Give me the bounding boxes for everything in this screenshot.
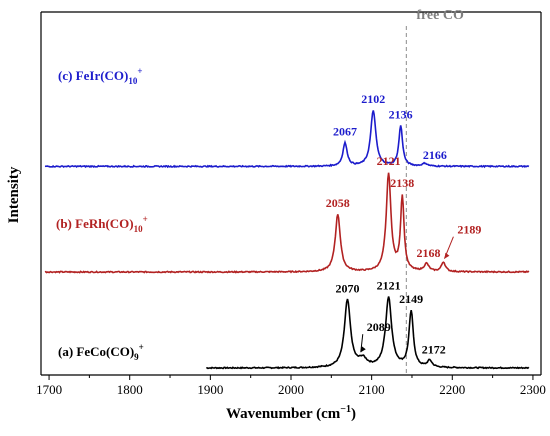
peak-label-2-3: 2166 — [423, 148, 447, 162]
plot-area — [40, 11, 542, 376]
x-tick-label-2000: 2000 — [278, 382, 304, 397]
series-line-0 — [206, 296, 530, 370]
series-name-0: (a) FeCo(CO)9+ — [58, 342, 144, 362]
series-name-2: (c) FeIr(CO)10+ — [58, 66, 143, 86]
peak-label-0-2: 2121 — [377, 278, 401, 292]
y-axis-title: Intensity — [6, 166, 22, 223]
x-tick-label-2100: 2100 — [359, 382, 385, 397]
peak-label-2-0: 2067 — [333, 125, 357, 139]
spectra-series — [44, 110, 530, 370]
peak-label-1-0: 2058 — [326, 196, 350, 210]
peak-label-1-4: 2189 — [457, 223, 481, 237]
peak-label-1-1: 2121 — [377, 154, 401, 168]
series-name-1: (b) FeRh(CO)10+ — [56, 214, 148, 234]
peak-label-0-4: 2172 — [422, 343, 446, 357]
peak-label-1-3: 2168 — [416, 246, 440, 260]
series-line-1 — [44, 172, 530, 274]
series-line-2 — [44, 110, 530, 169]
peak-label-1-2: 2138 — [390, 176, 414, 190]
peak-label-2-1: 2102 — [361, 92, 385, 106]
x-tick-label-1700: 1700 — [36, 382, 62, 397]
x-tick-label-2300: 2300 — [520, 382, 546, 397]
x-tick-label-1900: 1900 — [197, 382, 223, 397]
x-tick-label-1800: 1800 — [117, 382, 143, 397]
peak-arrowhead-0-1 — [360, 346, 366, 353]
peak-arrowhead-1-4 — [444, 252, 450, 259]
peak-label-0-0: 2070 — [335, 281, 359, 295]
x-axis-ticks: 1700 1800 1900 2000 2100 2200 2300 — [36, 375, 546, 397]
x-axis-title: Wavenumber (cm−1) — [226, 404, 356, 422]
peak-label-0-3: 2149 — [399, 292, 423, 306]
free-co-reference: free CO — [405, 8, 464, 375]
peak-label-0-1: 2089 — [367, 320, 391, 334]
x-tick-label-2200: 2200 — [439, 382, 465, 397]
peak-label-2-2: 2136 — [389, 107, 413, 121]
peak-arrow-0-1 — [360, 334, 364, 353]
free-co-label: free CO — [416, 8, 464, 23]
